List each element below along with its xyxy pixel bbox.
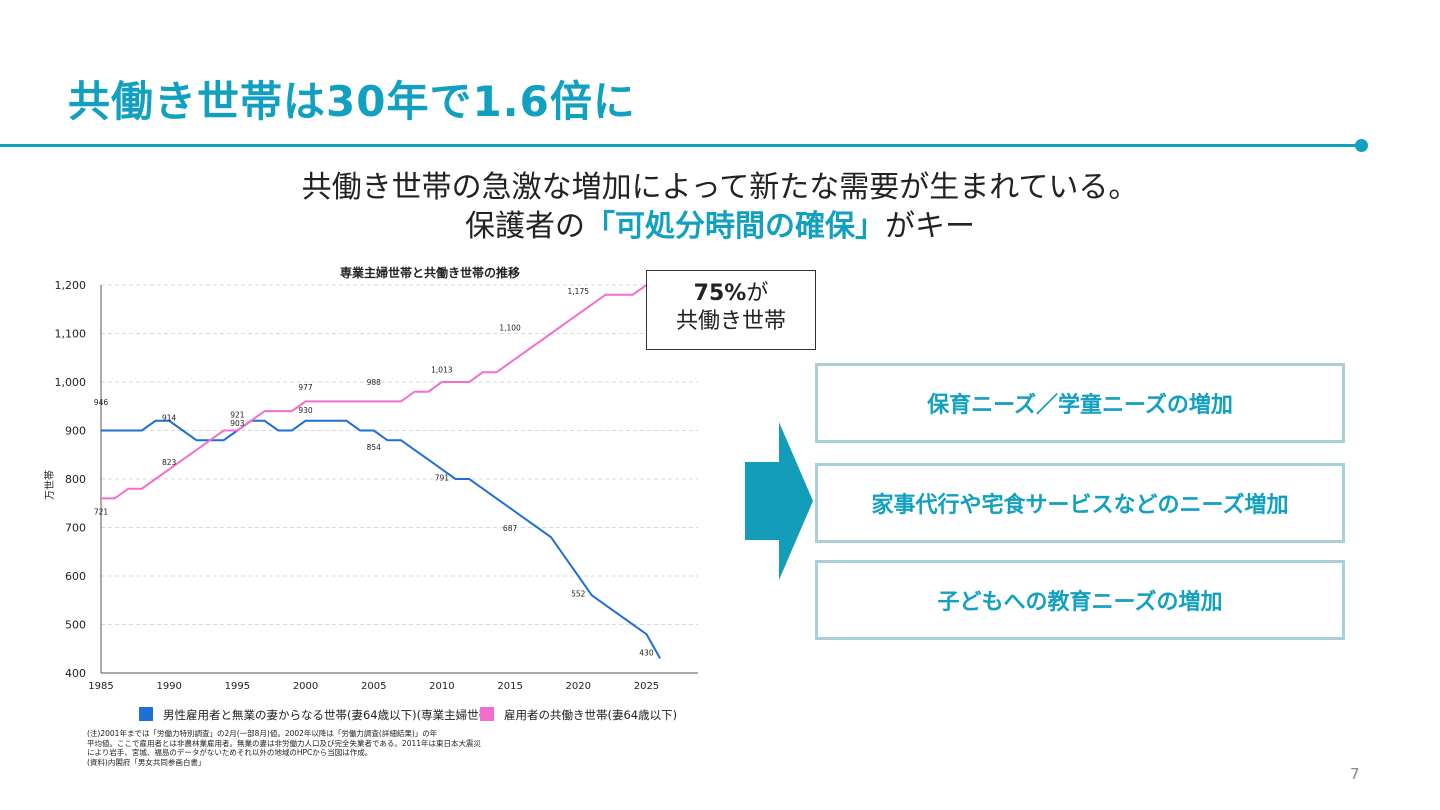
title-underline-dot: [1355, 139, 1368, 152]
x-tick-label: 1990: [156, 681, 181, 692]
x-tick-label: 2020: [566, 681, 591, 692]
y-tick-label: 1,000: [55, 376, 87, 389]
need-box-childcare: 保育ニーズ／学童ニーズの増加: [815, 363, 1345, 443]
data-label: 977: [298, 383, 313, 392]
legend-label-dual-income: 雇用者の共働き世帯(妻64歳以下): [504, 708, 677, 722]
note-line: 平均値。ここで雇用者とは非農林業雇用者。無業の妻は非労働力人口及び完全失業者であ…: [87, 738, 482, 748]
slide-title: 共働き世帯は30年で1.6倍に: [68, 77, 636, 126]
need-box-education: 子どもへの教育ニーズの増加: [815, 560, 1345, 640]
series-line-housewife: [101, 419, 661, 659]
chart-notes: (注)2001年までは「労働力特別調査」の2月(一部8月)値。2002年以降は「…: [87, 729, 481, 767]
callout-percent-line: 75%が: [647, 280, 815, 308]
chart-y-axis-label: 万世帯: [43, 470, 56, 500]
x-tick-label: 2000: [293, 681, 318, 692]
data-label: 721: [94, 507, 109, 516]
note-line: (資料)内閣府「男女共同参画白書」: [87, 757, 206, 767]
series-line-dual-income: [101, 284, 661, 500]
y-tick-label: 1,200: [55, 279, 87, 292]
callout-particle: が: [746, 281, 769, 306]
chart-legend: 男性雇用者と無業の妻からなる世帯(妻64歳以下)(専業主婦世帯) 雇用者の共働き…: [139, 707, 677, 722]
subtitle-prefix: 保護者の: [465, 209, 585, 244]
legend-swatch-housewife: [139, 707, 153, 721]
note-line: (注)2001年までは「労働力特別調査」の2月(一部8月)値。2002年以降は「…: [87, 729, 438, 738]
page-number: 7: [1350, 765, 1360, 783]
chart-series-lines: [101, 284, 661, 659]
data-label: 914: [162, 414, 177, 423]
x-tick-label: 2025: [634, 681, 659, 692]
data-label: 791: [435, 473, 450, 482]
data-label: 903: [230, 419, 245, 428]
legend-label-housewife: 男性雇用者と無業の妻からなる世帯(妻64歳以下)(専業主婦世帯): [163, 708, 495, 722]
data-label: 930: [298, 406, 313, 415]
x-tick-label: 1985: [88, 681, 113, 692]
chart-y-ticks: 400 500 600 700 800 900 1,000 1,100 1,200: [55, 279, 87, 680]
chart-gridlines: [100, 284, 698, 674]
data-label: 988: [367, 378, 382, 387]
chart-title: 専業主婦世帯と共働き世帯の推移: [340, 265, 520, 280]
note-line: により岩手、宮城、福島のデータがないためそれ以外の地域のHPCから当図は作成。: [87, 748, 373, 757]
data-label: 946: [94, 398, 109, 407]
title-underline: [0, 144, 1360, 147]
data-label: 921: [230, 410, 245, 419]
y-tick-label: 1,100: [55, 328, 87, 341]
data-label: 430: [639, 648, 654, 657]
y-tick-label: 600: [65, 570, 86, 583]
data-label: 823: [162, 458, 177, 467]
y-tick-label: 700: [65, 522, 86, 535]
x-tick-label: 2005: [361, 681, 386, 692]
household-trend-chart: 専業主婦世帯と共働き世帯の推移 万世帯 400 500 600 700 800 900 1,…: [43, 265, 698, 722]
y-tick-label: 800: [65, 473, 86, 486]
x-tick-label: 2010: [429, 681, 454, 692]
subtitle-line-2: 保護者の「可処分時間の確保」がキー: [0, 201, 1440, 245]
chart-x-ticks: 1985 1990 1995 2000 2005 2010 2015 2020 2025: [88, 681, 659, 692]
dual-income-callout: 75%が 共働き世帯: [646, 270, 816, 350]
y-tick-label: 500: [65, 619, 86, 632]
subtitle-highlight: 「可処分時間の確保」: [585, 209, 885, 244]
need-box-housework: 家事代行や宅食サービスなどのニーズ増加: [815, 463, 1345, 543]
callout-percent: 75%: [693, 281, 747, 306]
callout-text: 共働き世帯: [675, 309, 786, 334]
data-label: 552: [571, 589, 586, 598]
subtitle-suffix: がキー: [885, 209, 975, 244]
data-label: 1,100: [499, 324, 521, 333]
data-label: 854: [367, 443, 382, 452]
data-label: 1,175: [568, 287, 590, 296]
x-tick-label: 1995: [225, 681, 250, 692]
y-tick-label: 900: [65, 425, 86, 438]
data-label: 687: [503, 524, 518, 533]
y-tick-label: 400: [65, 667, 86, 680]
legend-swatch-dual-income: [480, 707, 494, 721]
x-tick-label: 2015: [497, 681, 522, 692]
subtitle-line-1: 共働き世帯の急激な増加によって新たな需要が生まれている。: [301, 170, 1139, 205]
right-arrow-icon: [745, 422, 813, 580]
data-label: 1,013: [431, 366, 453, 375]
